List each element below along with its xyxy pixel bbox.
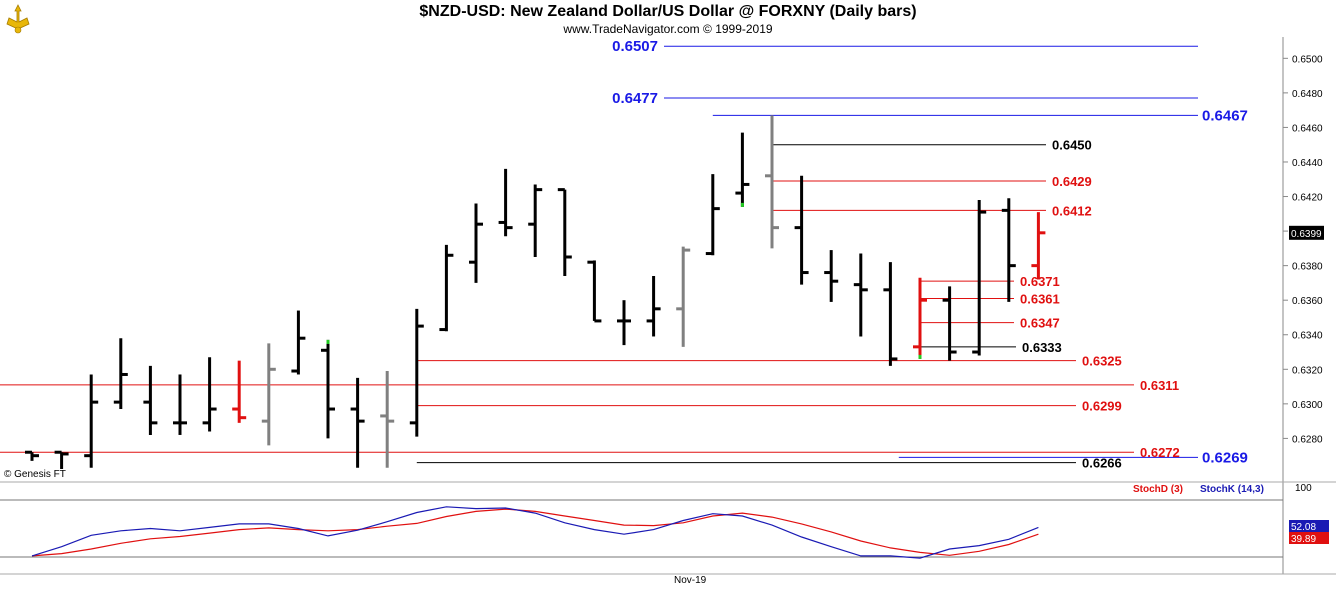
ohlc-bar (409, 308, 424, 437)
level-label: 0.6333 (1022, 340, 1062, 355)
level-label: 0.6361 (1020, 291, 1060, 306)
ohlc-bar (853, 253, 868, 337)
ohlc-bar (321, 339, 335, 439)
level-label: 0.6467 (1202, 107, 1248, 124)
ohlc-bar (705, 174, 720, 256)
x-axis-date-label: Nov-19 (674, 575, 707, 586)
ohlc-bar (84, 374, 99, 468)
level-label: 0.6299 (1082, 399, 1122, 414)
pivot-marker (326, 339, 330, 344)
level-label: 0.6371 (1020, 274, 1060, 289)
chart-title: $NZD-USD: New Zealand Dollar/US Dollar @… (419, 3, 917, 20)
ohlc-bar (765, 115, 779, 249)
ohlc-bar (202, 357, 217, 432)
stoch-d-label: StochD (3) (1133, 484, 1183, 495)
ohlc-bar (469, 203, 483, 283)
level-label: 0.6266 (1082, 456, 1122, 471)
copyright-label: © Genesis FT (4, 469, 66, 480)
chart-subtitle: www.TradeNavigator.com © 1999-2019 (563, 22, 773, 36)
ohlc-bar (824, 250, 839, 302)
ohlc-bar (676, 246, 691, 347)
level-label: 0.6450 (1052, 138, 1092, 153)
ohlc-bar (972, 199, 987, 356)
ohlc-bar (557, 188, 572, 277)
ohlc-bar (1001, 198, 1016, 302)
y-axis-tick-label: 0.6440 (1292, 158, 1323, 169)
ohlc-bar (942, 286, 957, 361)
ohlc-bar (173, 374, 187, 435)
ohlc-bar (350, 377, 365, 468)
level-label: 0.6325 (1082, 354, 1122, 369)
level-label: 0.6412 (1052, 203, 1092, 218)
pivot-marker (740, 202, 744, 207)
level-label: 0.6272 (1140, 445, 1180, 460)
last-price-label: 0.6399 (1291, 229, 1322, 240)
level-label: 0.6507 (612, 38, 658, 55)
stoch-k-value-label: 52.08 (1291, 522, 1316, 533)
stoch-k-value-box (1289, 520, 1329, 532)
genesis-logo-icon (2, 2, 34, 34)
level-label: 0.6477 (612, 90, 658, 107)
ohlc-bar (291, 310, 306, 375)
y-axis-tick-label: 0.6300 (1292, 400, 1323, 411)
stoch-k-label: StochK (14,3) (1200, 484, 1264, 495)
y-axis-tick-label: 0.6500 (1292, 54, 1323, 65)
ohlc-bar (883, 262, 898, 366)
y-axis-tick-label: 0.6480 (1292, 89, 1323, 100)
ohlc-bar (380, 371, 395, 468)
ohlc-bar (439, 244, 454, 332)
level-label: 0.6311 (1140, 378, 1179, 393)
ohlc-bar (261, 343, 276, 446)
ohlc-bar (25, 450, 39, 461)
y-axis-tick-label: 0.6340 (1292, 331, 1323, 342)
y-axis-tick-label: 0.6320 (1292, 365, 1323, 376)
ohlc-bar (587, 260, 602, 323)
ohlc-bar (794, 175, 809, 285)
ohlc-bar (54, 450, 69, 470)
ohlc-bar (498, 168, 513, 237)
ohlc-bar (143, 365, 158, 435)
y-axis-tick-label: 0.6360 (1292, 296, 1323, 307)
pivot-marker (918, 354, 922, 359)
y-axis-tick-label: 0.6420 (1292, 193, 1323, 204)
ohlc-bar (1031, 212, 1046, 280)
y-axis-tick-label: 0.6380 (1292, 262, 1323, 273)
stoch-d-line (31, 508, 1039, 557)
ohlc-bar (617, 300, 631, 346)
ohlc-bar (913, 277, 927, 359)
ohlc-bar (113, 338, 128, 410)
ohlc-bar (528, 184, 543, 257)
level-label: 0.6269 (1202, 449, 1248, 466)
level-label: 0.6429 (1052, 174, 1092, 189)
y-axis-tick-label: 0.6280 (1292, 434, 1323, 445)
level-label: 0.6347 (1020, 316, 1060, 331)
ohlc-bar (646, 276, 661, 337)
ohlc-bar (735, 132, 750, 207)
stoch-axis-label: 100 (1295, 483, 1312, 494)
stoch-d-value-label: 39.89 (1291, 534, 1316, 545)
ohlc-bar (232, 360, 247, 423)
stoch-d-value-box (1289, 532, 1329, 544)
stoch-k-line (31, 506, 1039, 559)
last-price-box (1289, 225, 1324, 240)
y-axis-tick-label: 0.6460 (1292, 123, 1323, 134)
